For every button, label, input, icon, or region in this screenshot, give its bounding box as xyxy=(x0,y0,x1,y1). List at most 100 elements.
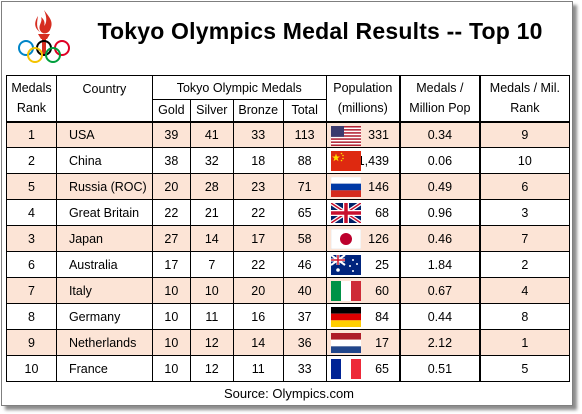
header-silver: Silver xyxy=(189,99,234,123)
table-row: 5 Russia (ROC) 20 28 23 71 146 0.49 6 xyxy=(6,173,570,200)
cell-country: Great Britain xyxy=(55,199,153,226)
cell-country: Netherlands xyxy=(55,329,153,356)
table-row: 3 Japan 27 14 17 58 126 0.46 7 xyxy=(6,225,570,252)
cell-total: 88 xyxy=(282,147,327,174)
cell-gold: 17 xyxy=(151,251,191,278)
cell-per-million-rank: 7 xyxy=(478,225,570,252)
cell-total: 113 xyxy=(282,121,327,148)
cell-bronze: 23 xyxy=(232,173,284,200)
cell-population: 1,439 xyxy=(325,147,401,174)
cell-bronze: 18 xyxy=(232,147,284,174)
cell-rank: 8 xyxy=(6,303,57,330)
cell-rank: 4 xyxy=(6,199,57,226)
cell-total: 36 xyxy=(282,329,327,356)
population-value: 68 xyxy=(375,205,389,220)
cell-rank: 3 xyxy=(6,225,57,252)
cell-per-million-rank: 9 xyxy=(478,121,570,148)
cell-gold: 22 xyxy=(151,199,191,226)
population-value: 1,439 xyxy=(357,153,389,168)
cell-population: 65 xyxy=(325,355,401,382)
cell-total: 37 xyxy=(282,303,327,330)
header-gold: Gold xyxy=(151,99,191,123)
cell-rank: 5 xyxy=(6,173,57,200)
russia-flag-icon xyxy=(330,177,361,197)
cell-silver: 41 xyxy=(189,121,234,148)
uk-flag-icon xyxy=(330,203,361,223)
table-row: 10 France 10 12 11 33 65 0.51 5 xyxy=(6,355,570,382)
cell-population: 25 xyxy=(325,251,401,278)
population-value: 65 xyxy=(375,361,389,376)
cell-silver: 21 xyxy=(189,199,234,226)
cell-per-million-rank: 10 xyxy=(478,147,570,174)
cell-bronze: 22 xyxy=(232,251,284,278)
population-value: 84 xyxy=(375,309,389,324)
cell-rank: 6 xyxy=(6,251,57,278)
cell-gold: 27 xyxy=(151,225,191,252)
cell-per-million-rank: 4 xyxy=(478,277,570,304)
cell-gold: 10 xyxy=(151,303,191,330)
china-flag-icon xyxy=(330,151,361,171)
medal-table-body: 1 USA 39 41 33 113 331 0.34 9 2 China 38… xyxy=(6,121,570,382)
japan-flag-icon xyxy=(330,229,361,249)
cell-rank: 1 xyxy=(6,121,57,148)
cell-medals-per-million: 2.12 xyxy=(399,329,481,356)
cell-country: Japan xyxy=(55,225,153,252)
cell-country: France xyxy=(55,355,153,382)
cell-rank: 10 xyxy=(6,355,57,382)
cell-silver: 10 xyxy=(189,277,234,304)
cell-total: 58 xyxy=(282,225,327,252)
cell-population: 17 xyxy=(325,329,401,356)
cell-total: 33 xyxy=(282,355,327,382)
cell-population: 68 xyxy=(325,199,401,226)
cell-country: Russia (ROC) xyxy=(55,173,153,200)
header-medals-per-million: Medals / Million Pop xyxy=(399,75,481,123)
population-value: 146 xyxy=(368,179,389,194)
cell-country: Australia xyxy=(55,251,153,278)
header-bronze: Bronze xyxy=(232,99,284,123)
cell-gold: 10 xyxy=(151,277,191,304)
population-value: 60 xyxy=(375,283,389,298)
header-total: Total xyxy=(282,99,327,123)
cell-per-million-rank: 5 xyxy=(478,355,570,382)
table-row: 8 Germany 10 11 16 37 84 0.44 8 xyxy=(6,303,570,330)
cell-per-million-rank: 1 xyxy=(478,329,570,356)
cell-medals-per-million: 0.06 xyxy=(399,147,481,174)
cell-total: 65 xyxy=(282,199,327,226)
cell-silver: 7 xyxy=(189,251,234,278)
cell-medals-per-million: 0.34 xyxy=(399,121,481,148)
cell-medals-per-million: 0.67 xyxy=(399,277,481,304)
cell-silver: 11 xyxy=(189,303,234,330)
cell-medals-per-million: 0.49 xyxy=(399,173,481,200)
australia-flag-icon xyxy=(330,255,361,275)
cell-bronze: 16 xyxy=(232,303,284,330)
table-row: 9 Netherlands 10 12 14 36 17 2.12 1 xyxy=(6,329,570,356)
table-row: 2 China 38 32 18 88 1,439 0.06 10 xyxy=(6,147,570,174)
source-note: Source: Olympics.com xyxy=(223,386,355,401)
header-medals-rank: Medals Rank xyxy=(6,75,57,123)
cell-bronze: 14 xyxy=(232,329,284,356)
cell-silver: 12 xyxy=(189,329,234,356)
italy-flag-icon xyxy=(330,281,361,301)
cell-country: Italy xyxy=(55,277,153,304)
usa-flag-icon xyxy=(330,125,361,146)
cell-per-million-rank: 3 xyxy=(478,199,570,226)
cell-silver: 32 xyxy=(189,147,234,174)
population-value: 126 xyxy=(368,231,389,246)
cell-total: 40 xyxy=(282,277,327,304)
header-country: Country xyxy=(55,75,153,123)
cell-bronze: 11 xyxy=(232,355,284,382)
header-medals-per-mil-rank: Medals / Mil. Rank xyxy=(478,75,570,123)
cell-gold: 38 xyxy=(151,147,191,174)
cell-rank: 9 xyxy=(6,329,57,356)
cell-rank: 7 xyxy=(6,277,57,304)
cell-per-million-rank: 8 xyxy=(478,303,570,330)
cell-per-million-rank: 2 xyxy=(478,251,570,278)
medal-table: Medals Rank Country Tokyo Olympic Medals… xyxy=(6,75,570,382)
cell-bronze: 17 xyxy=(232,225,284,252)
cell-gold: 39 xyxy=(151,121,191,148)
france-flag-icon xyxy=(330,359,361,379)
cell-bronze: 22 xyxy=(232,199,284,226)
cell-bronze: 20 xyxy=(232,277,284,304)
cell-silver: 28 xyxy=(189,173,234,200)
cell-medals-per-million: 0.46 xyxy=(399,225,481,252)
